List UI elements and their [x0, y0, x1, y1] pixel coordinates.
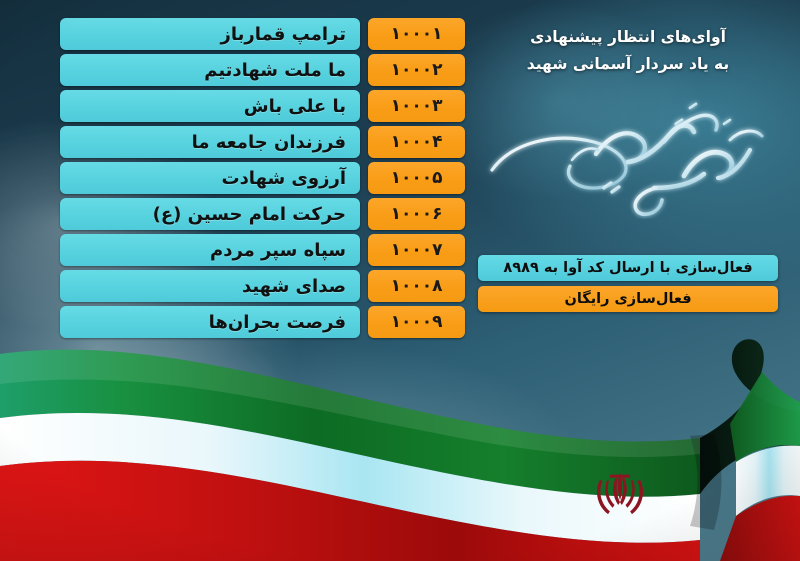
list-item[interactable]: ۱۰۰۰۲ ما ملت شهادتیم	[55, 54, 465, 86]
activation-banners: فعال‌سازی با ارسال کد آوا به ۸۹۸۹ فعال‌س…	[478, 255, 778, 317]
list-item[interactable]: ۱۰۰۰۱ ترامپ قمارباز	[55, 18, 465, 50]
activation-code-banner[interactable]: فعال‌سازی با ارسال کد آوا به ۸۹۸۹	[478, 255, 778, 281]
ringtone-title: فرزندان جامعه ما	[191, 131, 346, 153]
iran-emblem-icon	[597, 472, 643, 515]
ringtone-title: آرزوی شهادت	[221, 167, 346, 189]
iran-flag-graphic	[0, 326, 800, 561]
list-item[interactable]: ۱۰۰۰۶ حرکت امام حسین (ع)	[55, 198, 465, 230]
list-item[interactable]: ۱۰۰۰۴ فرزندان جامعه ما	[55, 126, 465, 158]
code-pill: ۱۰۰۰۲	[368, 54, 465, 86]
title-bar: فرزندان جامعه ما	[60, 126, 360, 158]
ringtone-title: فرصت بحران‌ها	[208, 311, 346, 333]
title-bar: ترامپ قمارباز	[60, 18, 360, 50]
ringtone-code-list: ۱۰۰۰۱ ترامپ قمارباز ۱۰۰۰۲ ما ملت شهادتیم…	[55, 18, 465, 342]
headline-line-2: به یاد سردار آسمانی شهید	[526, 55, 730, 74]
list-item[interactable]: ۱۰۰۰۷ سپاه سپر مردم	[55, 234, 465, 266]
ringtone-title: صدای شهید	[241, 275, 346, 297]
code-pill: ۱۰۰۰۴	[368, 126, 465, 158]
ringtone-title: حرکت امام حسین (ع)	[152, 203, 346, 225]
code-pill: ۱۰۰۰۸	[368, 270, 465, 302]
list-item[interactable]: ۱۰۰۰۸ صدای شهید	[55, 270, 465, 302]
ringtone-title: ترامپ قمارباز	[220, 23, 346, 45]
list-item[interactable]: ۱۰۰۰۹ فرصت بحران‌ها	[55, 306, 465, 338]
soleimani-calligraphy	[478, 84, 778, 219]
free-activation-banner[interactable]: فعال‌سازی رایگان	[478, 286, 778, 312]
title-bar: آرزوی شهادت	[60, 162, 360, 194]
headline-line-1: آوای‌های انتظار پیشنهادی	[530, 28, 726, 46]
code-pill: ۱۰۰۰۹	[368, 306, 465, 338]
header-block: آوای‌های انتظار پیشنهادی به یاد سردار آس…	[478, 24, 778, 219]
title-bar: ما ملت شهادتیم	[60, 54, 360, 86]
title-bar: صدای شهید	[60, 270, 360, 302]
ringtone-title: با علی باش	[243, 95, 346, 117]
code-pill: ۱۰۰۰۵	[368, 162, 465, 194]
title-bar: فرصت بحران‌ها	[60, 306, 360, 338]
title-bar: حرکت امام حسین (ع)	[60, 198, 360, 230]
list-item[interactable]: ۱۰۰۰۵ آرزوی شهادت	[55, 162, 465, 194]
code-pill: ۱۰۰۰۷	[368, 234, 465, 266]
title-bar: با علی باش	[60, 90, 360, 122]
ringtone-title: سپاه سپر مردم	[210, 239, 346, 261]
list-item[interactable]: ۱۰۰۰۳ با علی باش	[55, 90, 465, 122]
code-pill: ۱۰۰۰۱	[368, 18, 465, 50]
code-pill: ۱۰۰۰۶	[368, 198, 465, 230]
code-pill: ۱۰۰۰۳	[368, 90, 465, 122]
title-bar: سپاه سپر مردم	[60, 234, 360, 266]
ringtone-title: ما ملت شهادتیم	[204, 59, 346, 81]
